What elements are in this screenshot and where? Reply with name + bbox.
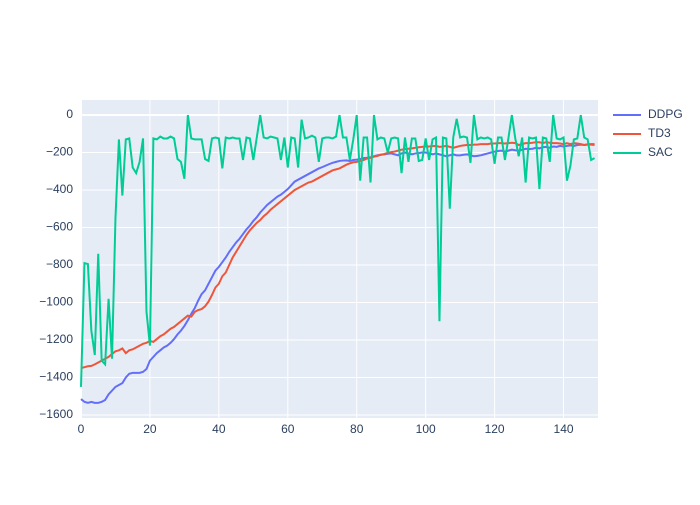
data-line: [80, 141, 595, 370]
data-line: [80, 143, 595, 404]
x-tick-label: 120: [485, 422, 505, 436]
legend-label: TD3: [648, 126, 671, 140]
x-tick-label: 80: [350, 422, 364, 436]
y-tick-label: 0: [66, 107, 73, 121]
legend-label: DDPG: [648, 107, 683, 121]
x-tick-label: 40: [212, 422, 226, 436]
x-tick-label: 60: [281, 422, 295, 436]
y-tick-label: −1600: [39, 407, 73, 421]
y-tick-label: −600: [46, 220, 73, 234]
y-tick-label: −1200: [39, 332, 73, 346]
x-tick-label: 100: [416, 422, 436, 436]
legend-label: SAC: [648, 145, 673, 159]
x-tick-label: 140: [554, 422, 574, 436]
data-line: [80, 114, 596, 387]
y-tick-label: −1000: [39, 295, 73, 309]
y-tick-label: −1400: [39, 370, 73, 384]
y-tick-label: −800: [46, 257, 73, 271]
x-tick-label: 20: [143, 422, 157, 436]
y-tick-label: −400: [46, 182, 73, 196]
x-tick-label: 0: [78, 422, 85, 436]
y-tick-label: −200: [46, 145, 73, 159]
